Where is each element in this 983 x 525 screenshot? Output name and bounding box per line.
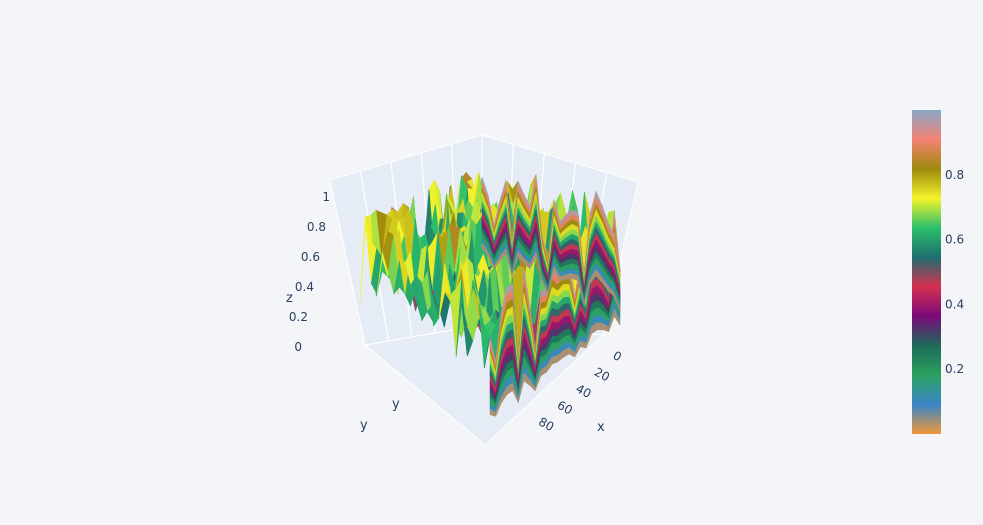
surface-side-band (551, 314, 559, 324)
x-tick-label: 60 (555, 398, 575, 418)
x-axis-label: x (597, 420, 605, 435)
z-tick-label: 0.4 (295, 280, 314, 294)
colorbar-ticks: 0.2 0.4 0.6 0.8 (945, 168, 964, 376)
z-tick-label: 0.2 (289, 310, 308, 324)
z-tick-label: 0 (294, 340, 302, 354)
surface-side-band (614, 308, 621, 326)
surface-side-band (551, 321, 559, 330)
colorbar-tick-label: 0.2 (945, 362, 964, 376)
colorbar-tick-label: 0.8 (945, 168, 964, 182)
z-tick-label: 0.6 (301, 250, 320, 264)
z-tick-label: 0.8 (307, 220, 326, 234)
surface-side-band (551, 335, 559, 344)
surface-side-band (551, 328, 559, 337)
surface-side-band (563, 284, 570, 292)
x-tick-label: 20 (592, 365, 612, 385)
x-tick-label: 40 (573, 381, 593, 401)
surface-side-band (597, 322, 604, 331)
z-axis-label: z (286, 291, 293, 306)
surface-side-band (565, 273, 573, 280)
y-axis-label: y (392, 397, 400, 412)
surface-side-band (563, 296, 570, 305)
surface-side-band (563, 290, 570, 298)
surface-mesh (359, 171, 621, 417)
x-tick-label: 0 (611, 348, 624, 364)
y-axis-label-secondary: y (360, 418, 368, 433)
z-axis-ticks: 0 0.2 0.4 0.6 0.8 1 (289, 190, 330, 354)
z-tick-label: 1 (322, 190, 330, 204)
colorbar-tick-label: 0.6 (945, 233, 964, 247)
colorbar-tick-label: 0.4 (945, 297, 964, 311)
x-tick-label: 80 (536, 415, 556, 435)
colorbar (912, 110, 941, 434)
surface-side-band (481, 242, 489, 258)
